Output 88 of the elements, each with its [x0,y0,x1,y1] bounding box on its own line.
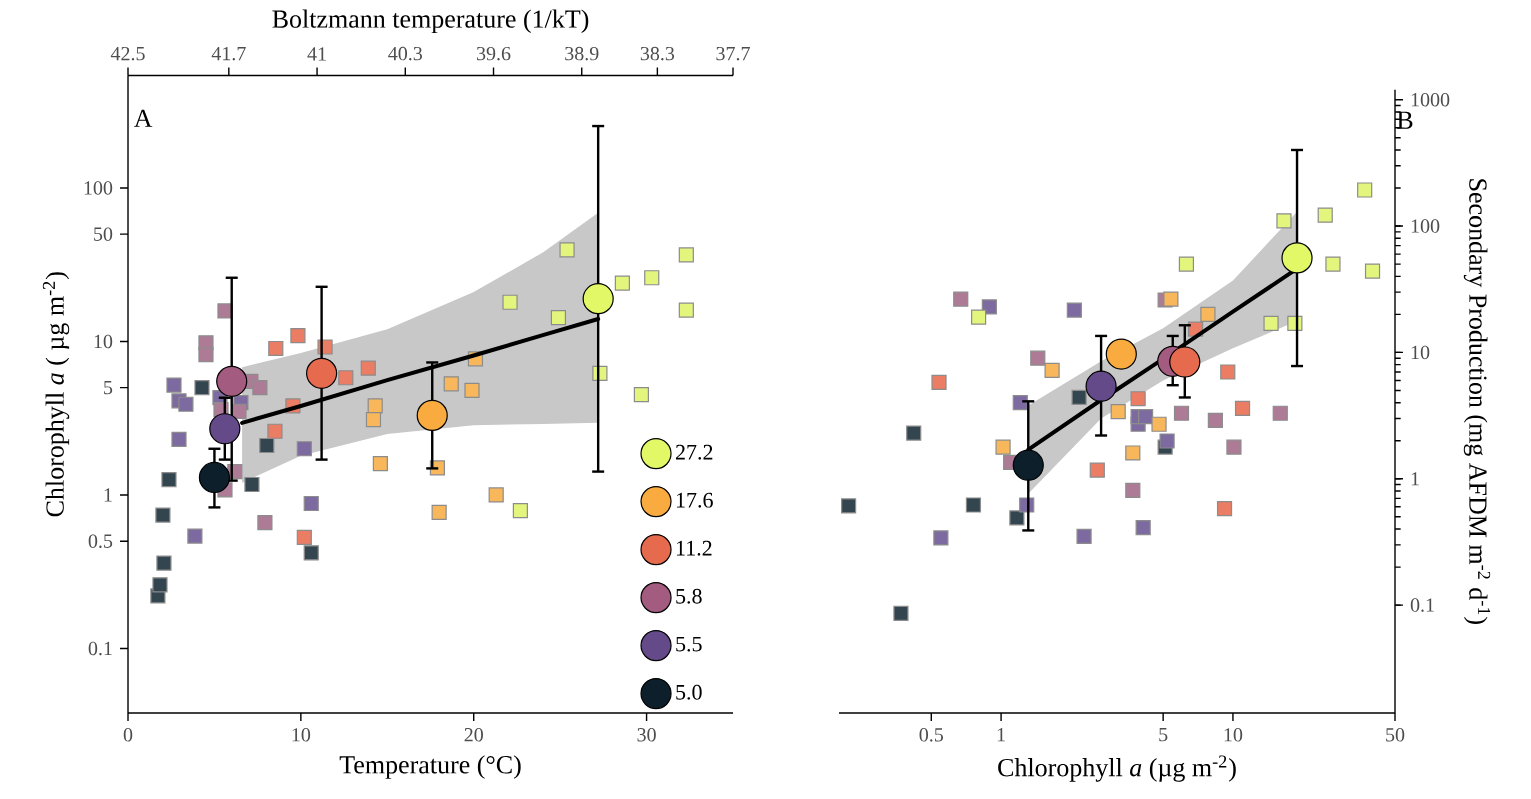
point [431,504,447,521]
point [512,503,528,519]
point [257,515,273,531]
y-tick-label: 1 [104,488,112,502]
x-tick-label: 10 [292,728,311,742]
legend-label: 17.6 [676,492,713,508]
point [678,247,694,263]
x2-tick-label: 42.5 [110,46,145,61]
point [306,357,338,389]
point [156,555,172,571]
point [216,365,248,397]
point [443,376,459,392]
x-tick-label: 0.5 [919,728,943,742]
legend-label: 5.0 [676,684,702,700]
y-axis-title: Chlorophyll a ( µg m$^{-2}$) [42,272,70,517]
point [155,507,171,523]
point [614,275,630,291]
point [464,382,480,398]
x-tick-label: 20 [464,728,483,742]
y-tick-label: 10 [94,334,113,349]
x-tick-label: 10 [1224,728,1243,742]
point [488,487,504,503]
point [296,441,312,457]
point [367,398,383,414]
point [360,360,376,376]
point [290,328,306,344]
point [372,456,388,472]
x-tick-label: 1 [997,728,1005,742]
point [268,340,284,357]
point [152,577,168,593]
y-tick-label: 0.1 [1410,598,1434,612]
y-tick-label: 5 [104,381,113,395]
x-tick-label: 50 [1386,728,1405,742]
point [296,529,312,545]
point [171,431,187,448]
point [559,242,575,258]
y-tick-label: 100 [1411,219,1440,233]
y-tick-label: 0.1 [88,641,112,656]
x2-tick-label: 39.6 [476,46,511,61]
x2-axis-title: Boltzmann temperature (1/kT) [272,9,589,34]
y-tick-label: 1 [1411,472,1419,486]
point [198,461,231,494]
text: B [1397,111,1413,129]
x-axis-title: Chlorophyll a (µg m$^{-2}$) [998,755,1236,782]
y-tick-label: 1000 [1411,92,1450,107]
point [678,302,694,318]
x-axis-title: Temperature (°C) [339,755,521,779]
legend-label: 11.2 [676,540,712,556]
x-tick-label: 30 [637,728,656,742]
point [267,423,283,439]
legend-label: 5.5 [676,636,702,652]
legend-label: 5.8 [676,588,702,604]
y-tick-label: 100 [84,181,113,195]
point [217,303,233,319]
x2-tick-label: 38.3 [640,46,675,61]
point [178,396,194,412]
point [502,294,518,310]
point [644,270,660,286]
point [259,437,275,454]
x2-tick-label: 41 [307,47,326,61]
x-tick-label: 5 [1159,728,1168,742]
point [633,387,649,403]
legend-label: 27.2 [676,444,713,460]
point [194,380,210,396]
point [582,283,614,315]
x2-tick-label: 38.9 [565,46,599,61]
point [166,377,182,393]
y-tick-label: 50 [94,227,113,241]
point [244,476,260,493]
point [161,471,177,488]
x2-tick-label: 41.7 [211,46,246,61]
y-tick-label: 0.5 [88,534,113,548]
point [198,347,214,363]
point [252,380,268,396]
y-tick-label: 10 [1411,345,1430,360]
point [416,399,448,431]
x2-tick-label: 40.3 [388,46,423,61]
x2-tick-label: 37.7 [716,46,750,61]
annotation: A [133,109,153,127]
point [303,495,319,512]
point [209,413,241,445]
point [338,370,354,386]
point [550,310,567,326]
point [187,528,203,544]
point [303,545,319,561]
point [365,411,382,428]
x-tick-label: 0 [123,728,133,742]
y-axis-title: Secondary Production (mg AFDM m$^{-2}$ d$^{-1}$) [1463,179,1491,624]
